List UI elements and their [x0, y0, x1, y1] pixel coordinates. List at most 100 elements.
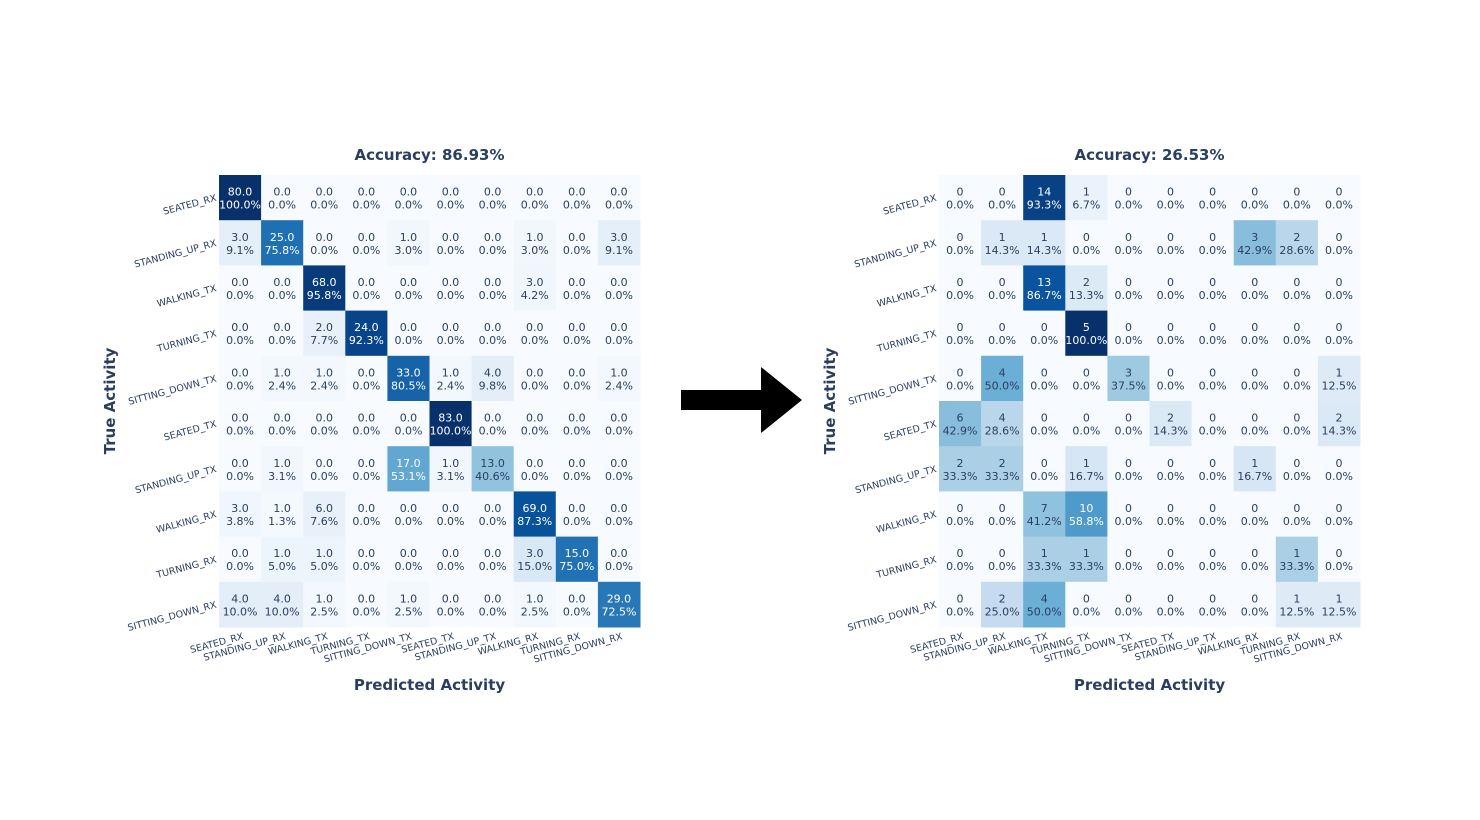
cell-percent-label: 0.0%: [437, 334, 465, 347]
cell-percent-label: 0.0%: [394, 515, 422, 528]
cell-percent-label: 0.0%: [1325, 515, 1353, 528]
cell-percent-label: 0.0%: [226, 470, 254, 483]
cell-count-label: 0.0: [316, 186, 334, 199]
cell-count-label: 0: [999, 321, 1006, 334]
cell-percent-label: 0.0%: [1199, 244, 1227, 257]
heatmap-cell: [1107, 310, 1150, 357]
cell-percent-label: 0.0%: [1325, 289, 1353, 302]
heatmap-cell: [939, 581, 982, 628]
cell-percent-label: 3.1%: [437, 470, 465, 483]
cell-percent-label: 0.0%: [563, 515, 591, 528]
cell-count-label: 1.0: [610, 366, 628, 379]
cell-percent-label: 100.0%: [219, 199, 261, 212]
cell-count-label: 0.0: [484, 592, 502, 605]
cell-percent-label: 92.3%: [349, 334, 384, 347]
cell-count-label: 0: [1167, 276, 1174, 289]
cell-percent-label: 58.8%: [1069, 515, 1104, 528]
cell-count-label: 6: [957, 412, 964, 425]
heatmap-cell: [471, 175, 515, 221]
cell-count-label: 0.0: [442, 502, 460, 515]
heatmap-cell: [513, 581, 557, 628]
heatmap-cell: [981, 355, 1024, 402]
cell-count-label: 0: [1125, 502, 1132, 515]
heatmap-cell: [261, 265, 304, 312]
cell-count-label: 0: [957, 547, 964, 560]
cell-count-label: 0: [1167, 502, 1174, 515]
heatmap-cell: [261, 491, 304, 538]
heatmap-cell: [1149, 355, 1193, 402]
heatmap-cell: [1275, 175, 1319, 221]
cell-count-label: 0.0: [484, 321, 502, 334]
cell-count-label: 3.0: [231, 502, 249, 515]
confusion-matrix-left: Accuracy: 86.93%80.0100.0%0.00.0%0.00.0%…: [101, 146, 641, 694]
heatmap-cell: [387, 446, 430, 492]
cell-count-label: 0.0: [442, 231, 460, 244]
heatmap-cell: [1023, 491, 1066, 538]
y-tick-label: TURNING_RX: [154, 554, 218, 581]
cell-percent-label: 0.0%: [1283, 379, 1311, 392]
cell-count-label: 0: [1041, 321, 1048, 334]
heatmap-cell: [555, 536, 599, 583]
cell-percent-label: 0.0%: [1199, 605, 1227, 618]
cell-percent-label: 0.0%: [268, 199, 296, 212]
heatmap-cell: [1191, 446, 1235, 492]
cell-count-label: 0.0: [273, 186, 291, 199]
heatmap-cell: [303, 355, 346, 402]
heatmap-cell: [1107, 581, 1150, 628]
cell-percent-label: 0.0%: [352, 470, 380, 483]
cell-percent-label: 4.2%: [521, 289, 549, 302]
cell-percent-label: 72.5%: [601, 605, 636, 618]
cell-percent-label: 7.6%: [310, 515, 338, 528]
chart-title: Accuracy: 86.93%: [355, 146, 505, 164]
cell-percent-label: 0.0%: [946, 199, 974, 212]
y-axis-title: True Activity: [821, 347, 839, 454]
heatmap-cell: [219, 491, 262, 538]
cell-count-label: 3.0: [526, 547, 544, 560]
heatmap-cell: [471, 355, 515, 402]
cell-percent-label: 0.0%: [946, 515, 974, 528]
y-tick-label: TURNING_TX: [155, 328, 218, 355]
heatmap-cell: [1317, 446, 1361, 492]
cell-count-label: 0.0: [610, 186, 628, 199]
cell-count-label: 0: [957, 592, 964, 605]
cell-percent-label: 0.0%: [1114, 605, 1142, 618]
heatmap-cell: [513, 355, 557, 402]
cell-percent-label: 0.0%: [1241, 379, 1269, 392]
cell-percent-label: 33.3%: [1027, 560, 1062, 573]
heatmap-cell: [555, 401, 599, 447]
cell-count-label: 0: [1083, 366, 1090, 379]
cell-count-label: 0.0: [316, 412, 334, 425]
heatmap-cell: [1149, 310, 1193, 357]
cell-count-label: 0: [1335, 186, 1342, 199]
heatmap-cell: [1233, 310, 1277, 357]
heatmap-cell: [345, 491, 388, 538]
cell-count-label: 1.0: [316, 592, 334, 605]
cell-count-label: 1.0: [526, 592, 544, 605]
cell-count-label: 0.0: [400, 321, 418, 334]
cell-count-label: 0.0: [442, 276, 460, 289]
cell-count-label: 0.0: [568, 592, 586, 605]
cell-count-label: 0: [1293, 502, 1300, 515]
cell-count-label: 0.0: [442, 321, 460, 334]
cell-percent-label: 9.8%: [479, 379, 507, 392]
heatmap-cell: [513, 491, 557, 538]
cell-percent-label: 0.0%: [1199, 289, 1227, 302]
cell-count-label: 2: [999, 592, 1006, 605]
heatmap-cell: [513, 310, 557, 357]
heatmap-cell: [1107, 491, 1150, 538]
cell-percent-label: 0.0%: [1241, 425, 1269, 438]
heatmap-cell: [429, 401, 473, 447]
cell-percent-label: 3.8%: [226, 515, 254, 528]
cell-count-label: 0: [1251, 321, 1258, 334]
cell-count-label: 3.0: [610, 231, 628, 244]
cell-count-label: 0.0: [526, 321, 544, 334]
cell-percent-label: 0.0%: [1157, 289, 1185, 302]
heatmap-cell: [429, 310, 473, 357]
heatmap-cell: [387, 355, 430, 402]
cell-percent-label: 0.0%: [563, 199, 591, 212]
heatmap-cell: [303, 446, 346, 492]
heatmap-cell: [261, 355, 304, 402]
cell-percent-label: 0.0%: [394, 199, 422, 212]
heatmap-cell: [345, 310, 388, 357]
cell-count-label: 0: [1125, 186, 1132, 199]
